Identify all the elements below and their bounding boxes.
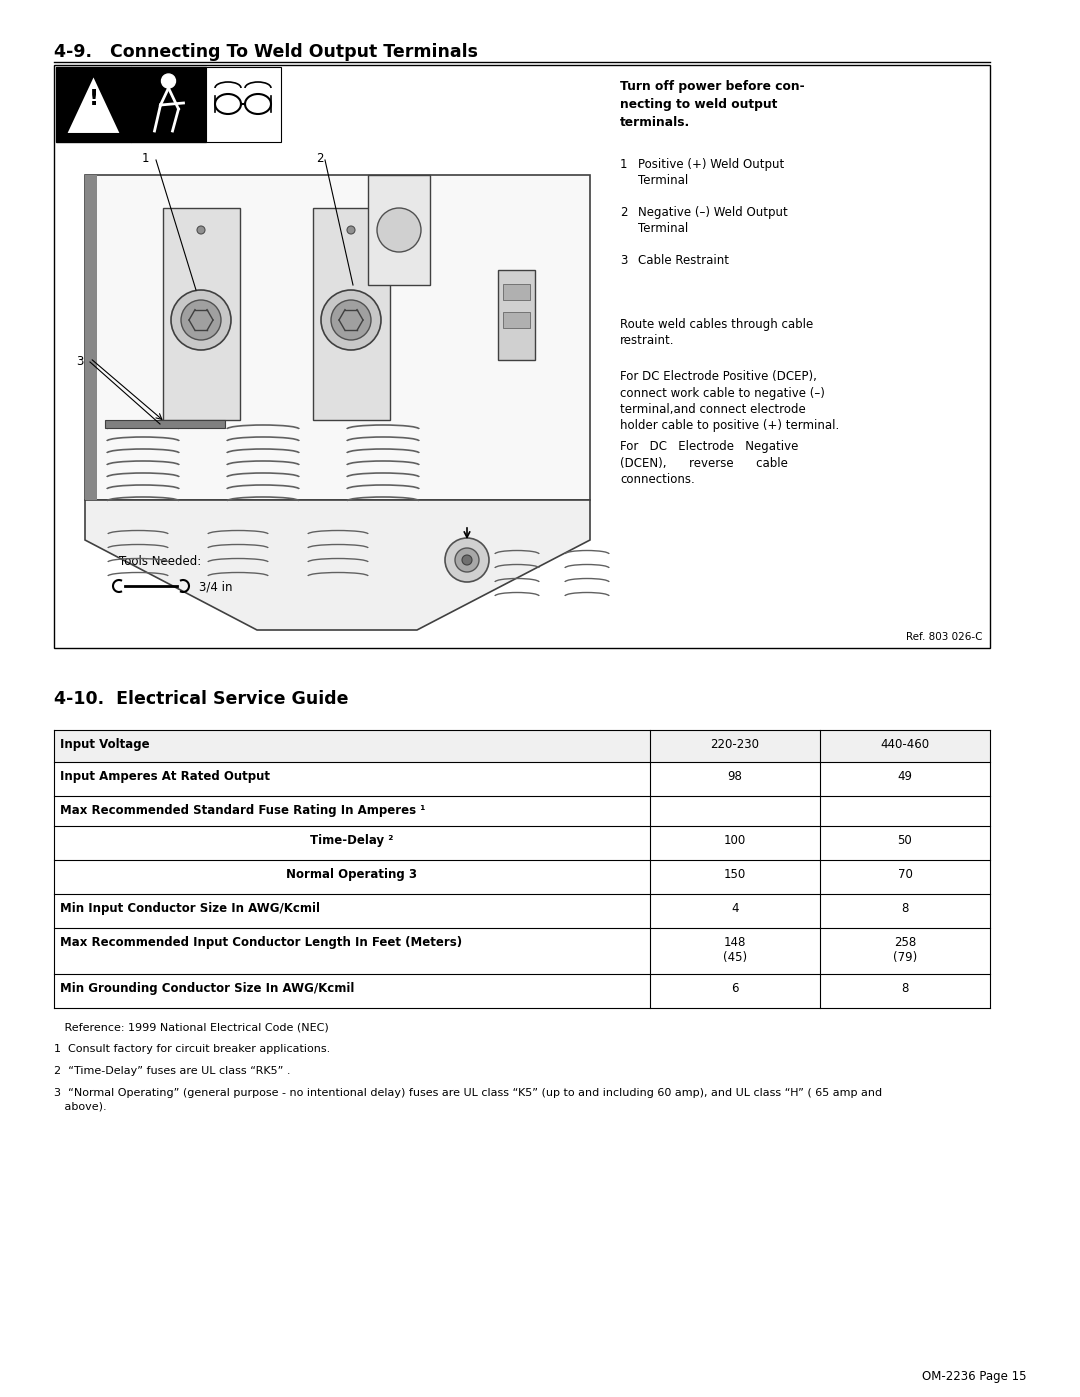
Text: Reference: 1999 National Electrical Code (NEC): Reference: 1999 National Electrical Code… xyxy=(54,1023,328,1032)
Text: Positive (+) Weld Output
Terminal: Positive (+) Weld Output Terminal xyxy=(638,158,784,187)
Text: 1  Consult factory for circuit breaker applications.: 1 Consult factory for circuit breaker ap… xyxy=(54,1044,330,1053)
Text: 4-10.  Electrical Service Guide: 4-10. Electrical Service Guide xyxy=(54,690,349,708)
Text: Turn off power before con-
necting to weld output
terminals.: Turn off power before con- necting to we… xyxy=(620,80,805,129)
Text: Input Voltage: Input Voltage xyxy=(60,738,150,752)
Bar xyxy=(503,284,530,300)
Circle shape xyxy=(377,208,421,251)
Circle shape xyxy=(181,300,221,339)
Bar xyxy=(54,928,990,974)
Text: 150: 150 xyxy=(724,868,746,882)
Text: Normal Operating 3: Normal Operating 3 xyxy=(286,868,418,882)
Bar xyxy=(105,420,225,427)
Text: Ref. 803 026-C: Ref. 803 026-C xyxy=(905,631,982,643)
Bar xyxy=(56,67,131,142)
Text: 4: 4 xyxy=(731,902,739,915)
Text: !: ! xyxy=(89,89,98,109)
Text: 3: 3 xyxy=(76,355,83,367)
Text: 3: 3 xyxy=(620,254,627,267)
Text: 3/4 in: 3/4 in xyxy=(199,580,232,592)
Bar xyxy=(368,175,430,285)
Bar xyxy=(85,175,97,500)
Text: For   DC   Electrode   Negative
(DCEN),      reverse      cable
connections.: For DC Electrode Negative (DCEN), revers… xyxy=(620,440,798,486)
Bar xyxy=(163,208,240,420)
Text: 4-9.   Connecting To Weld Output Terminals: 4-9. Connecting To Weld Output Terminals xyxy=(54,43,478,61)
Text: Cable Restraint: Cable Restraint xyxy=(638,254,729,267)
Text: Tools Needed:: Tools Needed: xyxy=(119,555,201,569)
Bar xyxy=(503,312,530,328)
Polygon shape xyxy=(85,500,590,630)
Text: 100: 100 xyxy=(724,834,746,847)
Text: 258
(79): 258 (79) xyxy=(893,936,917,964)
Text: Min Grounding Conductor Size In AWG/Kcmil: Min Grounding Conductor Size In AWG/Kcmi… xyxy=(60,982,354,995)
Text: 1: 1 xyxy=(620,158,627,170)
Text: OM-2236 Page 15: OM-2236 Page 15 xyxy=(921,1370,1026,1383)
Bar xyxy=(131,67,206,142)
Text: 1: 1 xyxy=(141,152,149,165)
Bar xyxy=(498,270,535,360)
Bar xyxy=(54,731,990,761)
Text: 6: 6 xyxy=(731,982,739,995)
Text: Route weld cables through cable
restraint.: Route weld cables through cable restrain… xyxy=(620,319,813,348)
Text: 2: 2 xyxy=(316,152,324,165)
Text: Max Recommended Input Conductor Length In Feet (Meters): Max Recommended Input Conductor Length I… xyxy=(60,936,462,949)
Text: Min Input Conductor Size In AWG/Kcmil: Min Input Conductor Size In AWG/Kcmil xyxy=(60,902,320,915)
Text: 440-460: 440-460 xyxy=(880,738,930,752)
Text: 49: 49 xyxy=(897,770,913,782)
Bar xyxy=(54,974,990,1009)
Circle shape xyxy=(171,291,231,351)
Text: 2: 2 xyxy=(620,205,627,219)
Circle shape xyxy=(347,226,355,235)
Text: 2  “Time-Delay” fuses are UL class “RK5” .: 2 “Time-Delay” fuses are UL class “RK5” … xyxy=(54,1066,291,1076)
Text: Time-Delay ²: Time-Delay ² xyxy=(310,834,394,847)
Text: 148
(45): 148 (45) xyxy=(723,936,747,964)
Bar xyxy=(85,175,590,500)
Circle shape xyxy=(462,555,472,564)
Text: 98: 98 xyxy=(728,770,742,782)
Text: 50: 50 xyxy=(897,834,913,847)
Text: Input Amperes At Rated Output: Input Amperes At Rated Output xyxy=(60,770,270,782)
Circle shape xyxy=(321,291,381,351)
Circle shape xyxy=(162,74,175,88)
Bar xyxy=(54,761,990,796)
Bar xyxy=(54,861,990,894)
Text: 8: 8 xyxy=(902,902,908,915)
Bar xyxy=(54,796,990,826)
Bar xyxy=(206,67,281,142)
Bar xyxy=(54,826,990,861)
Text: 3  “Normal Operating” (general purpose - no intentional delay) fuses are UL clas: 3 “Normal Operating” (general purpose - … xyxy=(54,1088,882,1111)
Bar xyxy=(54,66,990,648)
Text: 220-230: 220-230 xyxy=(711,738,759,752)
Circle shape xyxy=(197,226,205,235)
Text: Negative (–) Weld Output
Terminal: Negative (–) Weld Output Terminal xyxy=(638,205,787,236)
Text: 70: 70 xyxy=(897,868,913,882)
Circle shape xyxy=(445,538,489,583)
Text: Max Recommended Standard Fuse Rating In Amperes ¹: Max Recommended Standard Fuse Rating In … xyxy=(60,805,426,817)
Text: 8: 8 xyxy=(902,982,908,995)
Bar xyxy=(313,208,390,420)
Bar xyxy=(54,894,990,928)
Text: For DC Electrode Positive (DCEP),
connect work cable to negative (–)
terminal,an: For DC Electrode Positive (DCEP), connec… xyxy=(620,370,839,433)
Circle shape xyxy=(455,548,480,571)
Circle shape xyxy=(330,300,372,339)
Polygon shape xyxy=(66,75,121,134)
